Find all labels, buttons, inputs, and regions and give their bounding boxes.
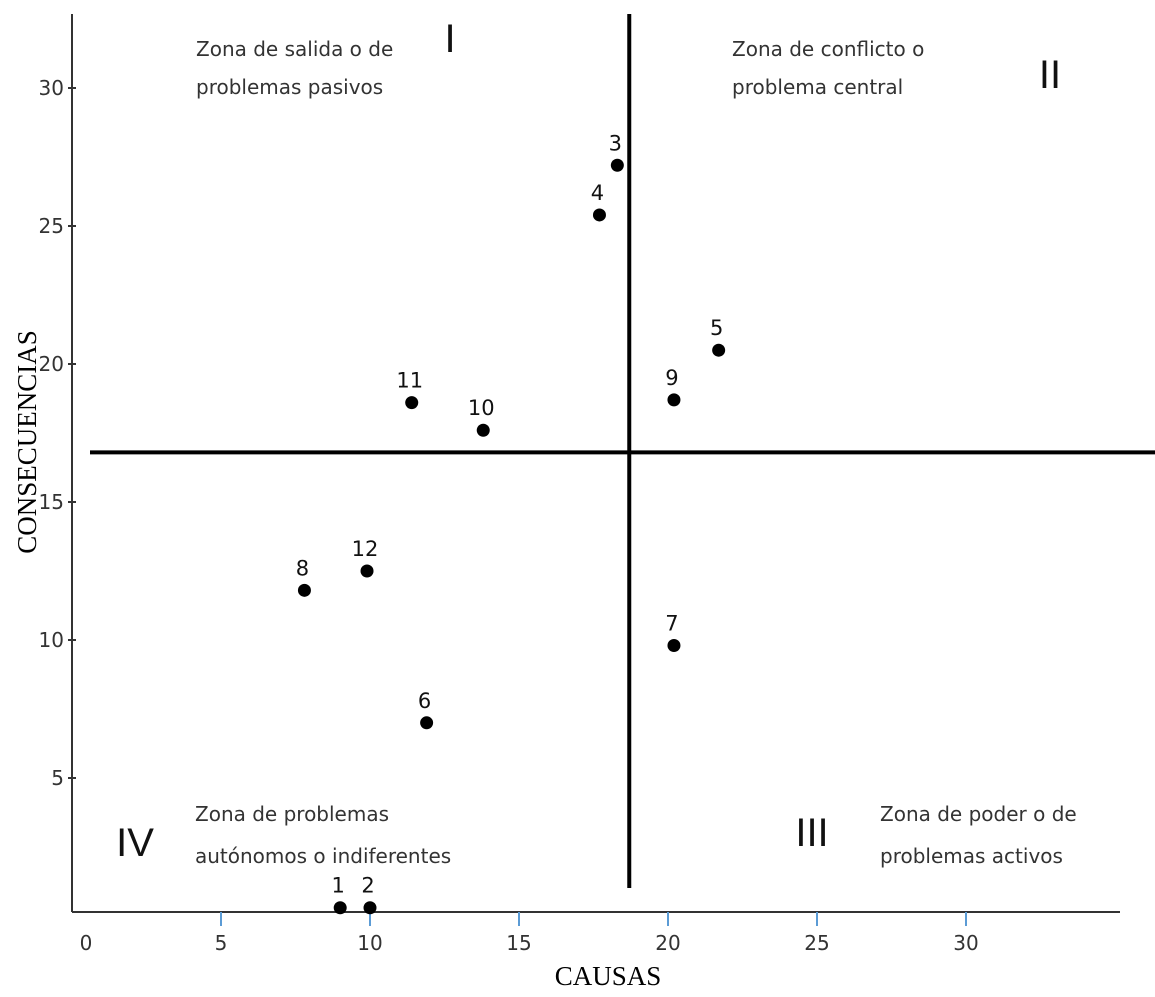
zone-text-line1: Zona de poder o de	[880, 802, 1077, 826]
zone-text-line2: problemas activos	[880, 844, 1063, 868]
point-label-12: 12	[352, 537, 379, 561]
data-point-8	[297, 583, 311, 597]
zone-numeral-IV: IV	[116, 821, 154, 865]
zone-text-line2: problema central	[732, 75, 903, 99]
point-label-7: 7	[665, 612, 678, 636]
point-label-9: 9	[665, 366, 678, 390]
x-tick-label: 15	[506, 931, 531, 955]
y-tick-label: 15	[39, 490, 64, 514]
zone-numeral-III: III	[795, 811, 828, 855]
point-label-5: 5	[710, 316, 723, 340]
x-tick-label: 10	[357, 931, 382, 955]
x-tick-label: 25	[804, 931, 829, 955]
data-point-1	[333, 901, 347, 915]
data-point-12	[360, 564, 374, 578]
y-tick-label: 10	[39, 628, 64, 652]
y-tick-label: 20	[39, 352, 64, 376]
point-label-3: 3	[609, 131, 622, 155]
zone-text-line2: autónomos o indiferentes	[195, 844, 451, 868]
data-point-10	[476, 423, 490, 437]
data-point-4	[592, 208, 606, 222]
x-tick-label: 30	[953, 931, 978, 955]
point-label-4: 4	[591, 181, 604, 205]
data-point-2	[363, 901, 377, 915]
x-tick-label: 0	[80, 931, 93, 955]
zone-numeral-I: I	[444, 17, 455, 61]
zone-text-line1: Zona de problemas	[195, 802, 389, 826]
data-point-9	[667, 393, 681, 407]
point-label-8: 8	[296, 556, 309, 580]
point-label-1: 1	[332, 874, 345, 898]
zone-text-line1: Zona de salida o de	[196, 37, 393, 61]
point-label-2: 2	[361, 874, 374, 898]
data-point-3	[610, 158, 624, 172]
y-axis-title: CONSECUENCIAS	[12, 330, 42, 554]
x-tick-label: 5	[215, 931, 228, 955]
data-point-6	[420, 716, 434, 730]
zone-numeral-II: II	[1039, 53, 1061, 97]
x-tick-label: 20	[655, 931, 680, 955]
y-tick-label: 5	[51, 766, 64, 790]
zone-annotations: I Zona de salida o de problemas pasivos II Z…	[116, 17, 1077, 868]
x-axis-title: CAUSAS	[555, 961, 662, 991]
data-point-7	[667, 639, 681, 653]
zone-text-line2: problemas pasivos	[196, 75, 383, 99]
data-point-5	[712, 343, 726, 357]
point-label-11: 11	[396, 369, 423, 393]
zone-text-line1: Zona de conflicto o	[732, 37, 924, 61]
y-tick-label: 30	[39, 76, 64, 100]
data-point-11	[405, 396, 419, 410]
y-tick-label: 25	[39, 214, 64, 238]
point-label-6: 6	[418, 689, 431, 713]
quadrant-dividers	[90, 14, 1155, 888]
point-label-10: 10	[468, 396, 495, 420]
